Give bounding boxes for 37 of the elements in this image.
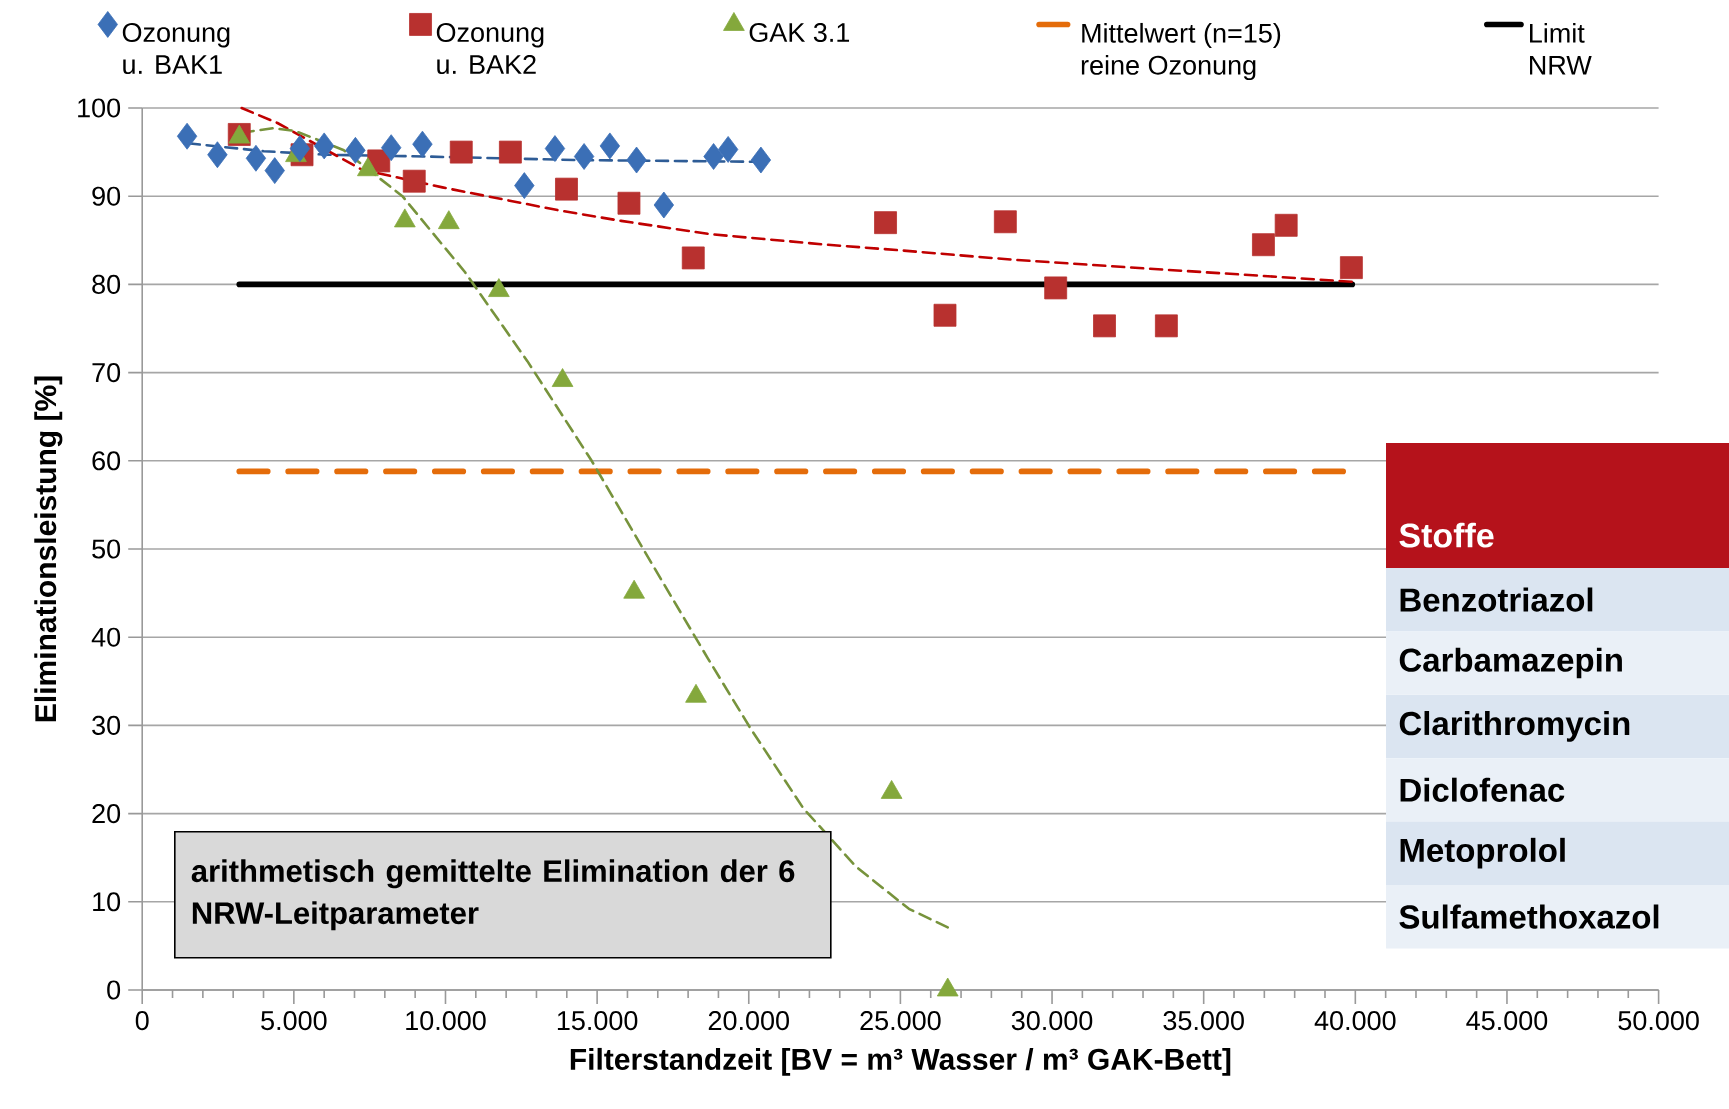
x-axis-title: Filterstandzeit [BV = m³ Wasser / m³ GAK-Bett] <box>570 1047 1231 1076</box>
annotation: Carbamazepin <box>1399 647 1622 679</box>
x-tick-label: 15.000 <box>557 1011 638 1031</box>
legend-label: Limit NRW <box>1530 22 1592 75</box>
x-tick-label: 50.000 <box>1618 1011 1699 1031</box>
annotation: Metoprolol <box>1400 837 1565 869</box>
x-tick-label: 20.000 <box>708 1011 789 1031</box>
y-tick-label: 80 <box>92 274 121 294</box>
legend-label: Ozonung u. BAK1 <box>122 22 230 75</box>
y-tick-label: 50 <box>92 539 121 559</box>
y-tick-label: 20 <box>92 804 121 824</box>
x-tick-label: 10.000 <box>406 1011 486 1031</box>
x-tick-label: 45.000 <box>1466 1011 1548 1031</box>
y-tick-label: 0 <box>107 980 121 1000</box>
legend-label: GAK 3.1 <box>749 22 850 43</box>
annotation: Clarithromycin <box>1399 711 1630 742</box>
legend-label: Ozonung u. BAK2 <box>436 22 544 75</box>
annotation: Stoffe <box>1399 522 1494 548</box>
annotation: Sulfamethoxazol <box>1399 904 1659 929</box>
y-tick-label: 60 <box>92 451 121 471</box>
x-tick-label: 35.000 <box>1163 1011 1244 1031</box>
annotation: Benzotriazol <box>1400 587 1593 612</box>
y-tick-label: 40 <box>91 627 121 647</box>
y-tick-label: 100 <box>78 98 121 118</box>
y-tick-label: 90 <box>92 186 121 206</box>
x-tick-label: 40.000 <box>1314 1011 1396 1031</box>
x-tick-label: 5.000 <box>261 1011 327 1031</box>
y-tick-label: 10 <box>93 892 121 912</box>
x-tick-label: 0 <box>135 1011 149 1031</box>
annotation: arithmetisch gemittelte Elimination der 6 NRW-Leitparameter <box>191 859 795 931</box>
annotation: Diclofenac <box>1400 777 1565 802</box>
legend-label: Mittelwert (n=15) reine Ozonung <box>1081 22 1281 81</box>
y-tick-label: 70 <box>92 363 121 383</box>
y-axis-title: Eliminationsleistung [%] <box>34 376 63 722</box>
x-tick-label: 30.000 <box>1011 1011 1093 1031</box>
y-tick-label: 30 <box>92 715 121 735</box>
x-tick-label: 25.000 <box>860 1011 941 1031</box>
